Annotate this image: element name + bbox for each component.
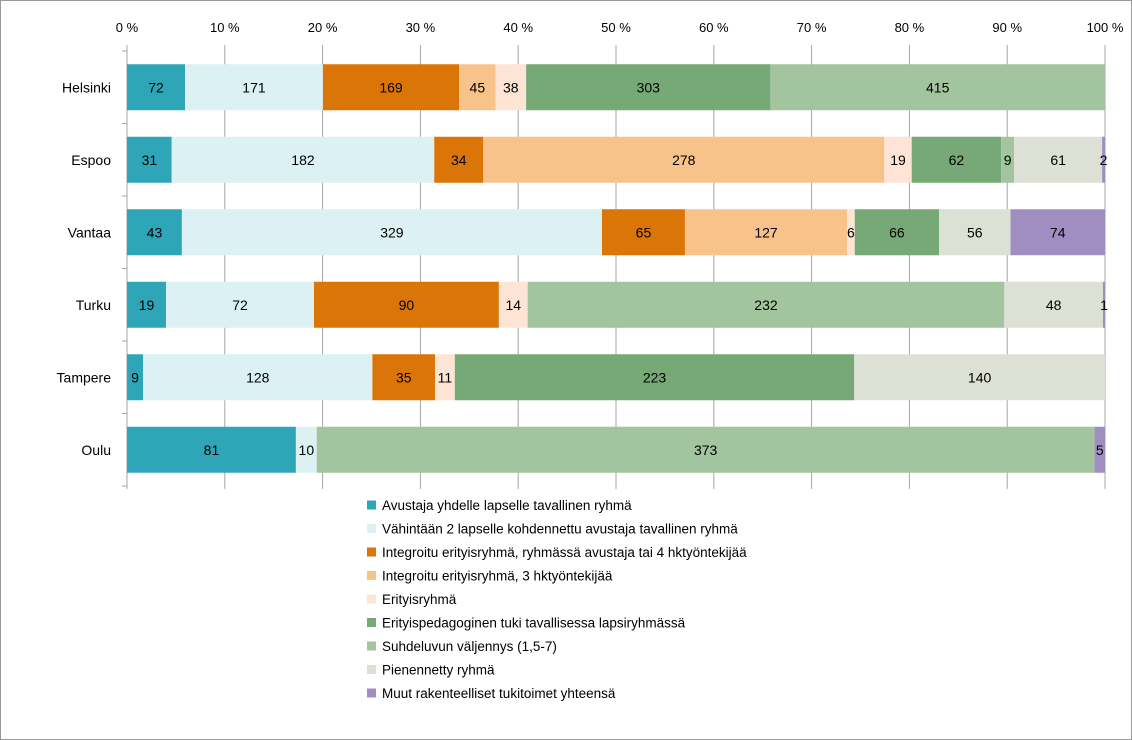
- x-tick-label: 20 %: [308, 20, 338, 35]
- data-label: 373: [694, 442, 718, 458]
- data-label: 5: [1096, 442, 1104, 458]
- legend-label: Vähintään 2 lapselle kohdennettu avustaj…: [382, 522, 738, 537]
- data-label: 2: [1100, 152, 1108, 168]
- legend-label: Avustaja yhdelle lapselle tavallinen ryh…: [382, 498, 632, 513]
- category-label: Oulu: [81, 442, 111, 458]
- legend-swatch: [367, 689, 376, 698]
- data-label: 9: [131, 369, 139, 385]
- x-tick-label: 90 %: [992, 20, 1022, 35]
- x-tick-label: 70 %: [797, 20, 827, 35]
- data-label: 31: [142, 152, 158, 168]
- data-label: 303: [637, 79, 661, 95]
- data-label: 182: [291, 152, 315, 168]
- legend-label: Integroitu erityisryhmä, ryhmässä avusta…: [382, 545, 747, 560]
- legend-label: Suhdeluvun väljennys (1,5-7): [382, 639, 557, 654]
- legend-label: Muut rakenteelliset tukitoimet yhteensä: [382, 686, 616, 701]
- legend-label: Erityispedagoginen tuki tavallisessa lap…: [382, 616, 686, 631]
- data-label: 14: [505, 297, 521, 313]
- legend-swatch: [367, 548, 376, 557]
- data-label: 65: [636, 224, 652, 240]
- legend-swatch: [367, 618, 376, 627]
- x-tick-label: 0 %: [116, 20, 139, 35]
- data-label: 72: [232, 297, 248, 313]
- legend-swatch: [367, 571, 376, 580]
- data-label: 81: [204, 442, 220, 458]
- data-label: 62: [949, 152, 965, 168]
- data-label: 90: [399, 297, 415, 313]
- legend-label: Pienennetty ryhmä: [382, 663, 495, 678]
- data-label: 223: [643, 369, 667, 385]
- legend-swatch: [367, 595, 376, 604]
- data-label: 10: [299, 442, 315, 458]
- data-label: 66: [889, 224, 905, 240]
- legend-swatch: [367, 524, 376, 533]
- x-tick-label: 100 %: [1087, 20, 1124, 35]
- data-label: 48: [1046, 297, 1062, 313]
- data-label: 19: [890, 152, 906, 168]
- x-tick-label: 30 %: [406, 20, 436, 35]
- category-label: Espoo: [71, 152, 111, 168]
- x-tick-label: 60 %: [699, 20, 729, 35]
- data-label: 232: [754, 297, 778, 313]
- data-label: 11: [438, 369, 453, 385]
- legend-swatch: [367, 665, 376, 674]
- data-label: 415: [926, 79, 950, 95]
- category-label: Helsinki: [62, 79, 111, 95]
- category-label: Tampere: [57, 369, 112, 385]
- data-label: 127: [754, 224, 778, 240]
- data-label: 9: [1004, 152, 1012, 168]
- x-tick-label: 50 %: [601, 20, 631, 35]
- data-label: 171: [242, 79, 266, 95]
- data-label: 72: [148, 79, 164, 95]
- data-label: 43: [147, 224, 163, 240]
- x-tick-label: 10 %: [210, 20, 240, 35]
- data-label: 6: [847, 224, 855, 240]
- category-label: Vantaa: [68, 224, 112, 240]
- x-tick-label: 40 %: [503, 20, 533, 35]
- data-label: 56: [967, 224, 983, 240]
- data-label: 19: [139, 297, 155, 313]
- legend-swatch: [367, 501, 376, 510]
- data-label: 140: [968, 369, 992, 385]
- data-label: 45: [470, 79, 486, 95]
- x-tick-label: 80 %: [895, 20, 925, 35]
- legend-swatch: [367, 642, 376, 651]
- legend-label: Integroitu erityisryhmä, 3 hktyöntekijää: [382, 569, 613, 584]
- data-label: 169: [379, 79, 403, 95]
- data-label: 38: [503, 79, 519, 95]
- data-label: 61: [1050, 152, 1066, 168]
- data-label: 329: [380, 224, 404, 240]
- data-label: 34: [451, 152, 467, 168]
- data-label: 35: [396, 369, 412, 385]
- data-label: 1: [1100, 297, 1108, 313]
- data-label: 74: [1050, 224, 1066, 240]
- category-label: Turku: [76, 297, 111, 313]
- data-label: 128: [246, 369, 270, 385]
- data-label: 278: [672, 152, 696, 168]
- legend-label: Erityisryhmä: [382, 592, 457, 607]
